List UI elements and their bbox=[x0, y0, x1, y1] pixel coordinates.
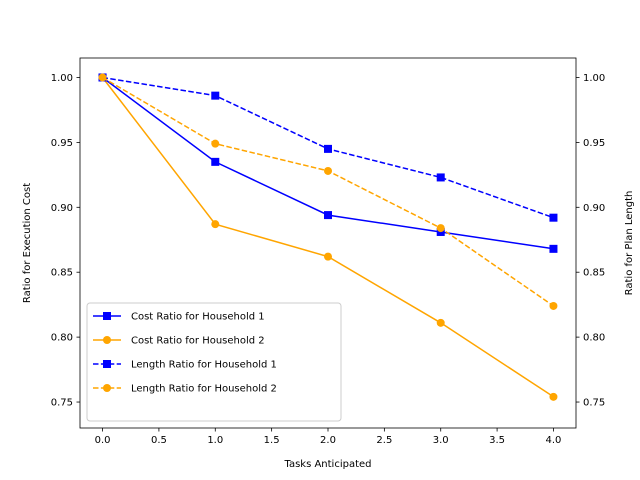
data-point bbox=[549, 244, 558, 253]
legend-label: Length Ratio for Household 2 bbox=[131, 384, 277, 395]
y-tick-label-left: 0.75 bbox=[51, 398, 73, 409]
legend-label: Length Ratio for Household 1 bbox=[131, 360, 277, 371]
y-tick-label-left: 1.00 bbox=[51, 73, 73, 84]
data-point bbox=[211, 139, 220, 148]
data-point bbox=[324, 252, 332, 261]
y-tick-label-right: 0.95 bbox=[583, 138, 605, 149]
legend-marker bbox=[103, 384, 111, 392]
y-tick-label-left: 0.80 bbox=[51, 333, 73, 344]
data-point bbox=[211, 157, 220, 166]
y-tick-label-left: 0.85 bbox=[51, 268, 73, 279]
x-tick-label: 0.0 bbox=[95, 435, 111, 446]
y-tick-label-left: 0.90 bbox=[51, 203, 73, 214]
legend: Cost Ratio for Household 1 Cost Ratio for… bbox=[86, 302, 342, 422]
plot-area bbox=[98, 73, 558, 401]
x-tick-label: 2.5 bbox=[376, 435, 392, 446]
x-tick-label: 3.0 bbox=[433, 435, 449, 446]
data-point bbox=[98, 73, 107, 82]
x-tick-label: 4.0 bbox=[546, 435, 562, 446]
data-point bbox=[211, 91, 220, 100]
x-tick-label: 1.0 bbox=[207, 435, 223, 446]
legend-marker bbox=[103, 336, 111, 344]
legend-marker bbox=[103, 360, 111, 368]
x-tick-label: 2.0 bbox=[320, 435, 336, 446]
legend-label: Cost Ratio for Household 1 bbox=[131, 312, 265, 323]
x-tick-label: 3.5 bbox=[489, 435, 505, 446]
data-point bbox=[549, 392, 558, 401]
y-axis-label-right: Ratio for Plan Length bbox=[624, 191, 635, 296]
axes: 0.0 0.5 1.0 1.5 2.0 2.5 3.0 3.5 4.0 0.75 0.80 0.85 0… bbox=[51, 57, 605, 446]
data-point bbox=[549, 301, 558, 310]
y-tick-label-left: 0.95 bbox=[51, 138, 73, 149]
series-line bbox=[102, 76, 554, 250]
y-axis-label-left: Ratio for Execution Cost bbox=[22, 183, 33, 303]
x-tick-label: 0.5 bbox=[151, 435, 167, 446]
y-tick-label-right: 1.00 bbox=[583, 73, 605, 84]
data-point bbox=[211, 220, 220, 229]
data-point bbox=[549, 213, 558, 222]
data-point bbox=[436, 224, 445, 233]
y-tick-label-right: 0.75 bbox=[583, 398, 605, 409]
x-tick-label: 1.5 bbox=[264, 435, 280, 446]
data-point bbox=[324, 211, 332, 220]
y-tick-label-right: 0.85 bbox=[583, 268, 605, 279]
legend-label: Cost Ratio for Household 2 bbox=[131, 336, 265, 347]
x-axis-label: Tasks Anticipated bbox=[283, 459, 371, 470]
series-line bbox=[102, 76, 554, 307]
data-point bbox=[324, 144, 332, 153]
data-point bbox=[436, 318, 445, 327]
legend-marker bbox=[103, 312, 111, 320]
y-tick-label-right: 0.80 bbox=[583, 333, 605, 344]
y-tick-label-right: 0.90 bbox=[583, 203, 605, 214]
plot-frame bbox=[79, 57, 577, 429]
data-point bbox=[436, 173, 445, 182]
legend-box bbox=[86, 302, 342, 422]
data-point bbox=[324, 166, 332, 175]
